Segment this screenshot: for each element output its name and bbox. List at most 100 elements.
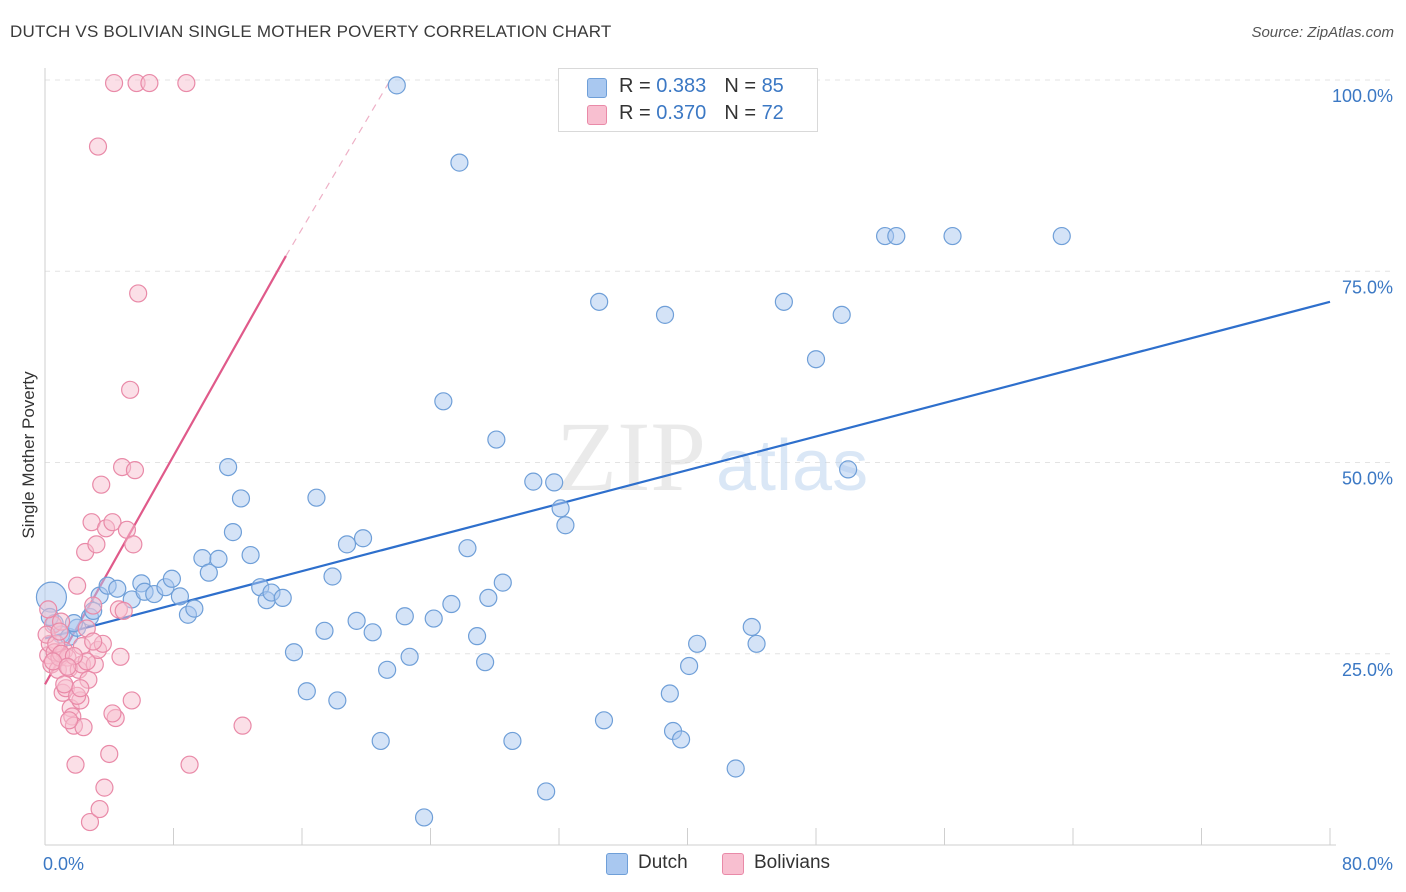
source-label: Source: ZipAtlas.com: [1251, 24, 1394, 41]
dutch-r-value: 0.383: [656, 75, 707, 97]
bolivian-point-57: [39, 600, 58, 619]
y-tick-label-1: 50.0%: [1342, 469, 1393, 489]
dutch-point-72: [774, 292, 793, 311]
dutch-point-56: [524, 472, 543, 491]
dutch-point-79: [1052, 226, 1071, 246]
bolivian-point-55: [233, 716, 252, 735]
dutch-point-70: [742, 617, 761, 637]
dutch-point-33: [323, 567, 342, 586]
dutch-legend-label: Dutch: [638, 852, 688, 873]
bolivian-point-47: [125, 461, 145, 480]
dutch-point-66: [671, 730, 691, 749]
dutch-point-8: [108, 579, 127, 598]
bolivian-point-25: [80, 812, 100, 832]
bolivian-point-37: [103, 513, 122, 532]
dutch-point-75: [839, 460, 858, 479]
dutch-point-39: [371, 731, 390, 751]
dutch-point-41: [387, 76, 406, 95]
dutch-point-71: [747, 634, 766, 653]
dutch-point-67: [680, 656, 699, 676]
grid-lines: [45, 79, 1395, 655]
dutch-point-22: [223, 523, 243, 542]
dutch-point-45: [424, 609, 443, 628]
dutch-point-44: [414, 808, 434, 827]
dutch-point-29: [284, 643, 304, 662]
bolivian-r-value: 0.370: [656, 102, 707, 124]
dutch-point-14: [162, 569, 181, 588]
bolivian-point-27: [84, 596, 103, 615]
bolivian-point-68: [50, 622, 69, 641]
bolivian-r-label: R =: [619, 102, 657, 124]
dutch-stats: R = 0.383 N = 85: [619, 75, 784, 98]
dutch-point-58: [545, 473, 564, 492]
bolivian-point-17: [68, 576, 87, 595]
dutch-r-label: R =: [619, 75, 657, 97]
bolivian-point-40: [111, 647, 130, 666]
dutch-point-32: [315, 621, 334, 640]
dutch-point-68: [688, 634, 707, 653]
bolivian-point-52: [177, 73, 196, 93]
bolivian-point-46: [124, 535, 143, 554]
dutch-point-46: [434, 392, 453, 411]
bolivian-swatch: [587, 105, 607, 125]
dutch-point-36: [347, 611, 366, 630]
watermark: ZIP atlas: [556, 401, 868, 512]
dutch-point-55: [503, 731, 522, 751]
bolivian-point-70: [84, 632, 103, 651]
dutch-point-37: [353, 529, 373, 548]
dutch-point-60: [556, 516, 575, 535]
dutch-point-28: [273, 588, 292, 608]
dutch-point-54: [493, 573, 512, 592]
bolivian-point-48: [129, 284, 148, 303]
bolivian-point-29: [87, 535, 106, 554]
stats-legend: R = 0.383 N = 85 R = 0.370 N = 72: [558, 68, 818, 132]
dutch-point-21: [219, 457, 238, 477]
dutch-point-69: [726, 759, 745, 778]
dutch-n-label: N =: [724, 75, 762, 97]
chart-title: DUTCH VS BOLIVIAN SINGLE MOTHER POVERTY …: [10, 22, 612, 41]
trend-lines: [44, 79, 1331, 685]
bolivian-point-42: [114, 601, 133, 621]
y-axis-label: Single Mother Poverty: [19, 371, 38, 539]
x-tick-label-min: 0.0%: [43, 854, 84, 874]
bolivian-point-16: [66, 755, 85, 774]
bolivian-point-45: [122, 691, 141, 710]
dutch-point-20: [209, 549, 228, 568]
dutch-point-64: [660, 684, 679, 703]
bolivian-legend-swatch: [722, 853, 744, 875]
dutch-point-61: [590, 292, 609, 311]
dutch-point-53: [487, 430, 506, 449]
bolivian-n-value: 72: [761, 102, 784, 124]
bolivian-point-32: [92, 475, 111, 494]
dutch-point-42: [395, 607, 414, 626]
watermark-zip: ZIP: [556, 401, 706, 512]
y-tick-label-2: 75.0%: [1342, 277, 1393, 297]
dutch-point-31: [307, 488, 326, 507]
dutch-swatch: [587, 78, 607, 98]
axes: [44, 68, 1336, 846]
dutch-point-15: [170, 587, 190, 606]
dutch-point-51: [476, 653, 495, 672]
bolivian-point-31: [90, 799, 109, 819]
bolivian-point-21: [74, 718, 93, 737]
dutch-trend-line: [44, 300, 1331, 640]
bolivian-trend-extension: [285, 79, 391, 257]
bolivian-point-49: [104, 73, 124, 93]
bolivian-point-53: [88, 137, 108, 156]
dutch-point-23: [231, 489, 251, 508]
bolivian-point-54: [180, 755, 199, 774]
bolivian-stats: R = 0.370 N = 72: [619, 102, 784, 125]
dutch-point-50: [467, 627, 487, 646]
dutch-point-47: [442, 594, 461, 614]
dutch-point-74: [832, 305, 851, 324]
dutch-point-24: [241, 545, 260, 565]
dutch-point-40: [378, 660, 397, 679]
dutch-point-30: [297, 682, 316, 701]
bolivian-point-60: [59, 711, 79, 730]
dutch-point-38: [363, 623, 382, 642]
bolivian-point-34: [95, 778, 114, 797]
axis-labels: 25.0% 50.0% 75.0% 100.0% 0.0% 80.0% Single Mot…: [19, 86, 1393, 874]
dutch-point-52: [479, 588, 498, 608]
data-points: [35, 73, 1071, 832]
